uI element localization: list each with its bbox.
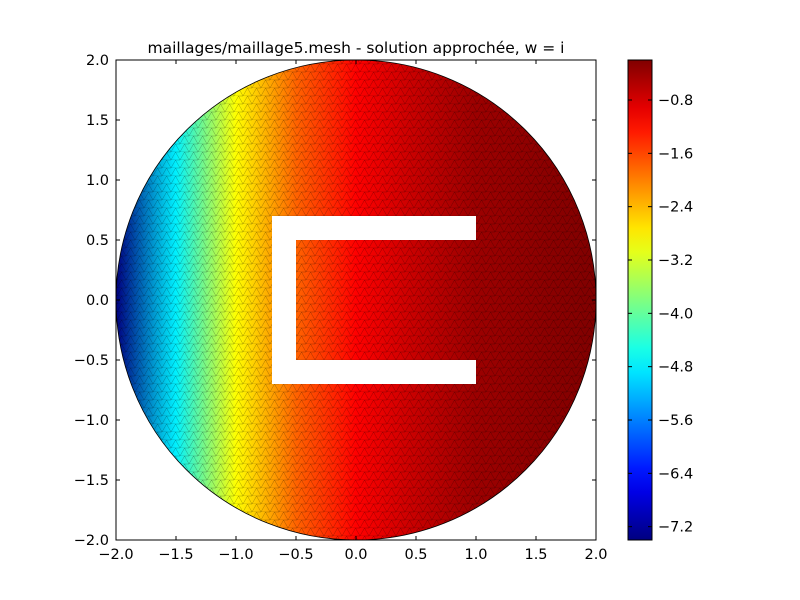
colorbar-tick-label: −0.8 xyxy=(658,93,693,109)
colorbar-ticks: −7.2 −6.4 −5.6 −4.8 −4.0 −3.2 −2.4 −1.6 −0.8 xyxy=(628,93,693,536)
colorbar-frame xyxy=(627,59,653,541)
colorbar-tick-label: −5.6 xyxy=(658,413,693,429)
y-tick-label: −1.0 xyxy=(74,413,109,429)
colorbar-tick-label: −2.4 xyxy=(658,200,693,216)
y-axis: −2.0 −1.5 −1.0 −0.5 0.0 0.5 1.0 1.5 2.0 xyxy=(74,53,596,549)
x-tick-label: −1.0 xyxy=(218,547,253,563)
x-tick-label: −2.0 xyxy=(98,547,133,563)
x-tick-label: 1.5 xyxy=(524,547,547,563)
y-tick-label: 1.5 xyxy=(86,113,109,129)
colorbar-tick-label: −7.2 xyxy=(658,520,693,536)
y-tick-label: −2.0 xyxy=(74,533,109,549)
colorbar-fill xyxy=(628,60,652,540)
chart-title: maillages/maillage5.mesh - solution appr… xyxy=(148,39,565,57)
y-tick-label: 2.0 xyxy=(86,53,109,69)
x-axis: −2.0 −1.5 −1.0 −0.5 0.0 0.5 1.0 1.5 2.0 xyxy=(98,60,608,563)
x-tick-label: −1.5 xyxy=(158,547,193,563)
c-shaped-hole xyxy=(272,216,476,384)
colorbar-tick-label: −4.0 xyxy=(658,306,693,322)
y-tick-label: 0.0 xyxy=(86,293,109,309)
x-tick-label: 0.0 xyxy=(344,547,367,563)
x-tick-label: 0.5 xyxy=(404,547,427,563)
x-tick-label: 2.0 xyxy=(584,547,607,563)
x-tick-label: −0.5 xyxy=(278,547,313,563)
y-tick-label: 0.5 xyxy=(86,233,109,249)
plot-area: −2.0 −1.5 −1.0 −0.5 0.0 0.5 1.0 1.5 2.0 −2.0 −1.5… xyxy=(74,53,608,563)
y-tick-label: −0.5 xyxy=(74,353,109,369)
colorbar-tick-label: −3.2 xyxy=(658,253,693,269)
colorbar-tick-label: −6.4 xyxy=(658,466,693,482)
x-tick-label: 1.0 xyxy=(464,547,487,563)
mesh-overlay xyxy=(116,60,596,540)
colorbar-tick-label: −1.6 xyxy=(658,146,693,162)
colorbar-tick-label: −4.8 xyxy=(658,360,693,376)
y-tick-label: −1.5 xyxy=(74,473,109,489)
colorbar: −7.2 −6.4 −5.6 −4.8 −4.0 −3.2 −2.4 −1.6 −0.8 xyxy=(627,59,693,541)
y-tick-label: 1.0 xyxy=(86,173,109,189)
